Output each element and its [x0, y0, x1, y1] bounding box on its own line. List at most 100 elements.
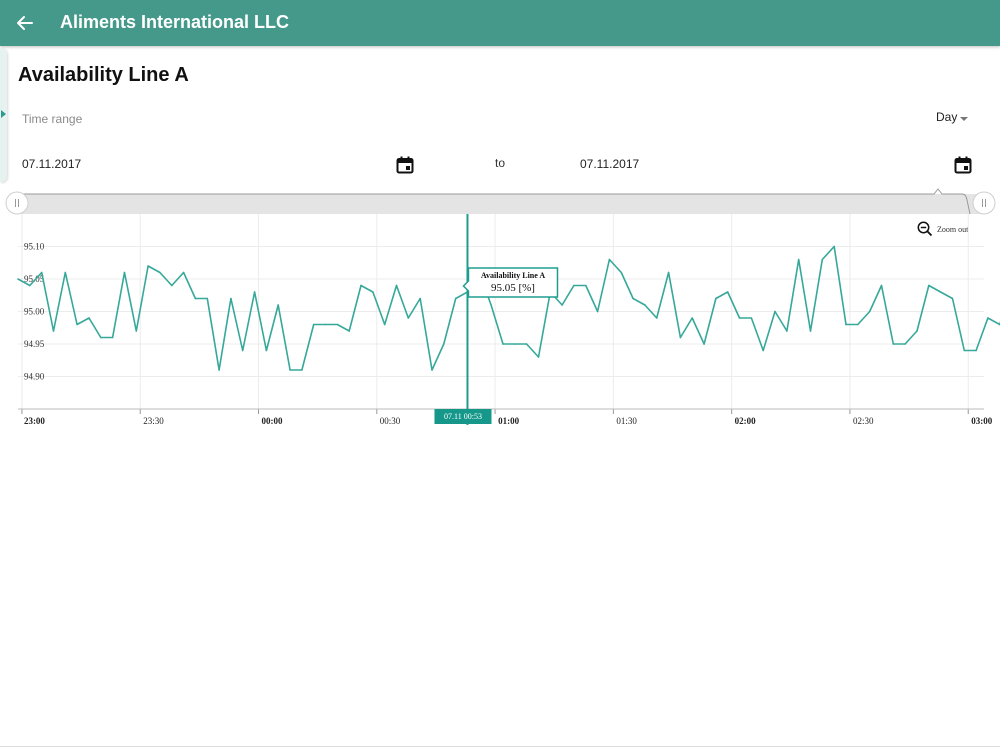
data-point — [170, 284, 173, 287]
data-point — [182, 271, 185, 274]
data-point — [904, 343, 906, 345]
data-point — [289, 369, 291, 371]
data-point — [218, 369, 220, 371]
back-button[interactable] — [10, 8, 40, 38]
data-point — [667, 271, 670, 274]
data-point — [194, 297, 197, 300]
data-point — [383, 323, 386, 326]
crosshair-time-text: 07.11 00:53 — [444, 412, 482, 421]
x-tick-label: 02:30 — [853, 416, 874, 426]
arrow-left-icon — [17, 16, 33, 30]
app-header: Aliments International LLC — [0, 0, 1000, 46]
data-point — [951, 297, 954, 300]
data-point — [797, 258, 800, 261]
data-point — [786, 330, 788, 332]
data-point — [88, 317, 90, 319]
calendar-from-button[interactable] — [396, 156, 416, 176]
data-point — [620, 271, 623, 274]
crosshair-time-label: 07.11 00:53 — [434, 409, 492, 424]
data-point — [987, 317, 989, 319]
data-point — [265, 349, 268, 352]
calendar-icon — [954, 156, 972, 174]
data-point — [312, 323, 315, 326]
data-point — [703, 343, 705, 345]
y-tick-label: 94.95 — [24, 339, 45, 349]
data-point — [40, 271, 43, 274]
data-point — [123, 271, 126, 274]
data-point — [29, 284, 31, 287]
data-point — [360, 284, 362, 287]
data-point — [644, 304, 646, 306]
data-point — [241, 349, 244, 352]
y-tick-label: 95.10 — [24, 242, 45, 252]
tooltip: Availability Line A 95.05 [%] — [462, 267, 559, 298]
x-tick-label: 00:30 — [380, 416, 401, 426]
data-point — [537, 356, 540, 358]
time-range-label: Time range — [22, 112, 83, 126]
data-point — [679, 336, 682, 339]
period-select[interactable]: Day — [936, 110, 958, 124]
data-point — [691, 317, 694, 319]
zoom-out-button[interactable]: Zoom out — [917, 221, 968, 237]
x-axis-labels: 23:00 23:30 00:00 00:30 01:00 01:30 02:00 02:30… — [21, 409, 993, 426]
navigator-handle-left[interactable] — [5, 191, 29, 215]
data-point — [928, 284, 930, 287]
series-line-availability — [17, 245, 1000, 371]
x-tick-label: 23:30 — [143, 416, 164, 426]
data-point — [407, 317, 410, 319]
data-point — [64, 271, 67, 274]
data-point — [963, 349, 966, 352]
page-title: Availability Line A — [18, 64, 189, 86]
data-point — [431, 369, 433, 371]
data-point — [111, 336, 114, 339]
data-point — [750, 317, 753, 319]
navigator-handle-right[interactable] — [972, 191, 996, 215]
x-tick-label: 02:00 — [735, 416, 756, 426]
data-point — [525, 343, 528, 345]
data-point — [975, 349, 977, 352]
navigator-track — [17, 194, 984, 214]
range-navigator[interactable] — [0, 186, 1000, 220]
data-point — [206, 297, 209, 300]
data-point — [561, 304, 563, 306]
data-point — [395, 284, 398, 287]
data-point — [324, 323, 327, 326]
data-point — [916, 330, 918, 332]
availability-chart[interactable]: 95.10 95.05 95.00 94.95 94.90 23:00 23:30 00:0… — [0, 210, 1000, 440]
zoom-out-icon — [917, 221, 933, 237]
data-point — [596, 310, 599, 313]
data-point — [892, 343, 895, 345]
data-point — [230, 297, 232, 300]
data-point — [135, 330, 138, 332]
chevron-right-icon — [1, 110, 6, 118]
side-drawer-tab[interactable] — [0, 48, 7, 182]
data-point — [584, 284, 587, 287]
data-point — [726, 291, 729, 293]
date-to-input[interactable]: 07.11.2017 — [580, 157, 640, 171]
series-points — [17, 245, 1000, 371]
data-point — [454, 297, 457, 300]
y-tick-label: 94.90 — [24, 372, 45, 382]
data-point — [443, 343, 445, 345]
date-from-input[interactable]: 07.11.2017 — [22, 157, 82, 171]
data-point — [301, 369, 303, 371]
data-point — [253, 291, 256, 293]
to-label: to — [495, 156, 506, 170]
caret-down-icon[interactable] — [960, 117, 968, 121]
app-title: Aliments International LLC — [60, 12, 290, 32]
calendar-to-button[interactable] — [954, 156, 974, 176]
bottom-divider — [0, 746, 1000, 747]
data-point — [845, 323, 847, 326]
y-tick-label: 95.00 — [24, 307, 45, 317]
data-point — [738, 317, 741, 319]
data-point — [857, 323, 859, 326]
data-point — [809, 330, 812, 332]
data-point — [52, 330, 55, 332]
data-point — [868, 310, 871, 313]
data-point — [159, 271, 161, 274]
data-point — [573, 284, 575, 287]
data-point — [608, 258, 611, 261]
data-point — [632, 297, 634, 300]
x-tick-label: 03:00 — [971, 416, 992, 426]
x-tick-label: 00:00 — [262, 416, 283, 426]
